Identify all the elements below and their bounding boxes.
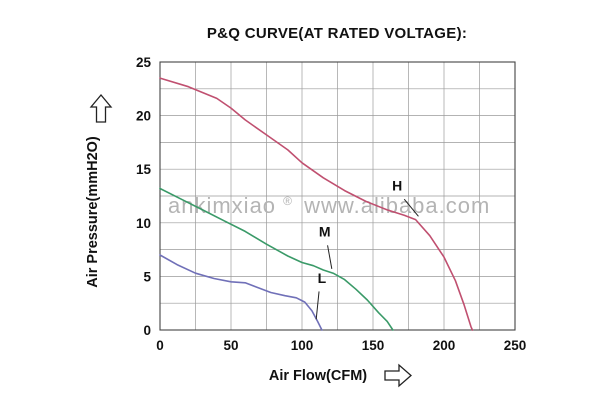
x-tick-label: 0 (156, 338, 164, 353)
curve-label-L: L (318, 270, 327, 286)
y-tick-label: 10 (136, 216, 151, 231)
x-tick-label: 200 (433, 338, 456, 353)
plot-border (159, 61, 516, 331)
curve-label-leader-line (327, 245, 333, 269)
up-arrow-icon (89, 93, 113, 123)
y-tick-label: 5 (143, 269, 151, 284)
y-tick-label: 15 (136, 162, 152, 177)
y-axis-tick-labels: 0 5 10 15 20 25 (136, 55, 152, 338)
watermark-site: www.alibaba.com (303, 193, 490, 218)
x-axis-title: Air Flow(CFM) (269, 368, 367, 384)
y-tick-label: 0 (143, 323, 151, 338)
y-tick-label: 25 (136, 55, 152, 70)
y-axis-title: Air Pressure(mmH2O) (85, 136, 101, 288)
watermark: ankimxiao ® www.alibaba.com (168, 185, 490, 218)
x-tick-label: 100 (291, 338, 314, 353)
curve-label-leader-line (403, 198, 419, 217)
y-tick-label: 20 (136, 109, 151, 124)
curve-labels: H M L (315, 178, 419, 320)
curve-H (159, 77, 474, 331)
x-tick-label: 50 (223, 338, 238, 353)
x-axis-tick-labels: 0 50 100 150 200 250 (156, 338, 526, 353)
x-tick-label: 150 (362, 338, 385, 353)
chart-title: P&Q CURVE(AT RATED VOLTAGE): (207, 25, 467, 42)
watermark-brand: ankimxiao (168, 193, 276, 218)
curve-M (159, 187, 394, 331)
curves (159, 77, 474, 331)
x-tick-label: 250 (504, 338, 527, 353)
curve-label-M: M (319, 224, 331, 240)
registered-mark-icon: ® (283, 194, 293, 208)
curve-label-leader-line (315, 291, 320, 320)
right-arrow-icon (384, 363, 412, 388)
curve-label-H: H (392, 178, 402, 194)
curve-L (159, 254, 323, 331)
